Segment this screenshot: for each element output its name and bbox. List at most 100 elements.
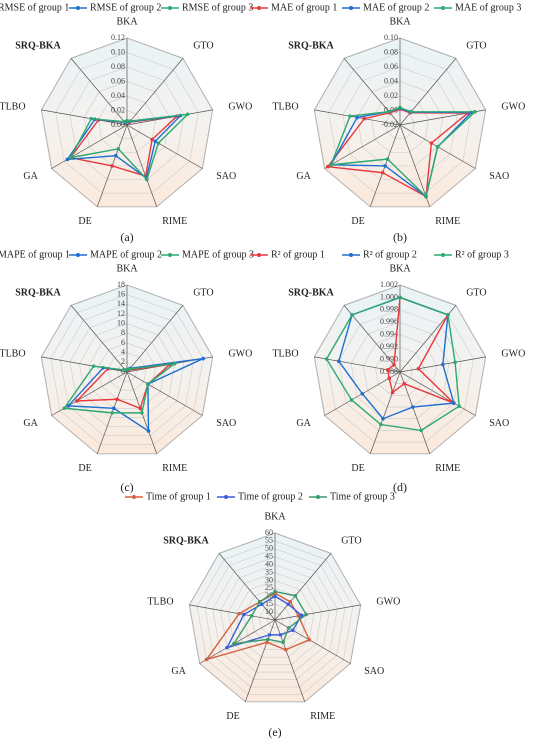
category-label: SRQ-BKA [15, 40, 61, 51]
category-label: TLBO [0, 101, 26, 112]
grid-ring [314, 37, 486, 208]
category-label: SRQ-BKA [288, 287, 334, 298]
series-point [350, 313, 354, 317]
series-point [138, 406, 143, 411]
y-tick-label: 55 [265, 536, 273, 545]
series-point [91, 364, 96, 368]
y-tick-label: 0.02 [111, 105, 125, 114]
series-point [453, 360, 457, 365]
legend-label: Time of group 1 [146, 491, 211, 502]
category-label: DE [78, 463, 91, 474]
series-point [402, 381, 407, 386]
grid-ring [98, 342, 156, 400]
series-point [398, 105, 402, 110]
category-label: SRQ-BKA [15, 287, 61, 298]
y-tick-label: 45 [265, 552, 273, 561]
spoke [274, 553, 332, 621]
series-point [419, 428, 424, 433]
legend-marker [224, 495, 228, 499]
series-point [286, 602, 291, 607]
category-label: GWO [228, 348, 252, 359]
series-point [201, 356, 205, 361]
y-tick-label: 12 [117, 309, 125, 318]
series-point [146, 429, 151, 433]
y-tick-label: 0.994 [380, 330, 398, 339]
series-point [441, 362, 445, 367]
series-point [89, 116, 94, 121]
category-label: GWO [228, 101, 252, 112]
y-tick-label: 10 [117, 318, 125, 327]
category-label: RIME [435, 216, 460, 227]
series-point [273, 589, 277, 594]
series-point [140, 411, 144, 415]
y-tick-label: 0.998 [380, 305, 398, 314]
legend-marker [168, 6, 172, 10]
grid-ring [189, 532, 361, 703]
series-line [225, 595, 303, 649]
category-label: DE [78, 216, 91, 227]
category-label: GA [296, 418, 311, 429]
legend-label: RMSE of group 2 [90, 2, 161, 13]
legend-marker [132, 495, 136, 499]
series-point [267, 633, 272, 637]
series-point [452, 401, 456, 405]
series-point [278, 633, 283, 637]
series-point [172, 361, 177, 366]
series-point [145, 177, 149, 182]
legend-marker [349, 253, 353, 257]
series-point [265, 640, 269, 645]
y-tick-label: 30 [265, 575, 273, 584]
category-label: SAO [489, 171, 509, 182]
series-point [390, 390, 395, 395]
series-point [325, 164, 330, 169]
legend-marker [168, 253, 172, 257]
legend-label: MAPE of group 1 [0, 249, 70, 260]
series-point [127, 367, 132, 371]
series-point [114, 153, 118, 158]
series-point [185, 112, 190, 117]
grid-ring [328, 52, 472, 194]
grid-ring [227, 572, 323, 665]
series-point [392, 363, 396, 367]
series-point [288, 600, 293, 604]
y-tick-label: 0 [121, 367, 125, 376]
category-label: DE [351, 216, 364, 227]
grid-ring [55, 52, 199, 194]
legend-label: R² of group 2 [363, 249, 417, 260]
y-tick-label: 0.06 [384, 62, 398, 71]
grid-ring [41, 37, 213, 208]
y-tick-label: 10 [265, 607, 273, 616]
series-point [304, 612, 308, 617]
legend-label: Time of group 2 [238, 491, 303, 502]
series-point [381, 416, 385, 421]
series-point [362, 116, 367, 121]
grid-ring [314, 284, 486, 455]
grid-ring [362, 334, 438, 408]
series-point [284, 647, 288, 652]
grid-ring [98, 95, 156, 153]
series-point [123, 368, 128, 372]
legend-label: Time of group 3 [330, 491, 395, 502]
grid-ring [212, 556, 338, 680]
legend-label: MAE of group 2 [363, 2, 429, 13]
spoke [70, 58, 128, 126]
category-label: BKA [389, 263, 411, 274]
legend-label: R² of group 3 [455, 249, 509, 260]
legend-label: MAPE of group 3 [182, 249, 254, 260]
series-point [435, 144, 440, 149]
series-point [232, 641, 236, 646]
legend-label: RMSE of group 3 [182, 2, 253, 13]
series-point [296, 614, 301, 618]
spoke [324, 124, 401, 169]
spoke [369, 371, 401, 454]
grid-ring [88, 333, 166, 409]
spoke [126, 371, 203, 416]
grid-ring [204, 548, 346, 688]
spoke [274, 604, 361, 621]
series-point [383, 164, 387, 168]
series-point [128, 119, 133, 123]
spoke [399, 371, 431, 454]
category-label: TLBO [272, 101, 298, 112]
y-tick-label: 8 [121, 328, 125, 337]
grid-ring [60, 304, 194, 436]
